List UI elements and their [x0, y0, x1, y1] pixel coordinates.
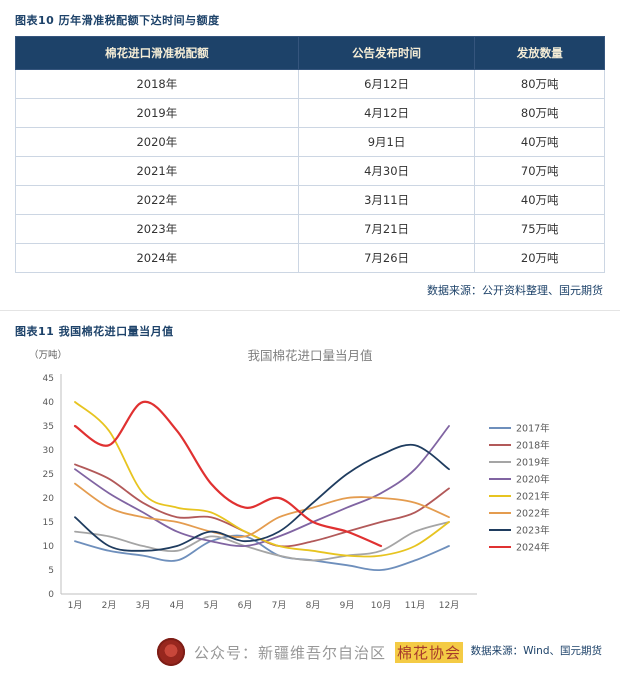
series-line-2024年: [73, 400, 383, 548]
chart-title: 我国棉花进口量当月值: [247, 348, 373, 363]
x-tick-label: 1月: [68, 600, 83, 611]
table-row: 2024年 7月26日 20万吨: [15, 243, 605, 273]
x-tick-label: 8月: [306, 600, 321, 611]
table-row: 2022年 3月11日 40万吨: [15, 185, 605, 215]
figure10-caption: 图表10 历年滑准税配额下达时间与额度: [15, 14, 220, 27]
x-tick-label: 4月: [170, 600, 185, 611]
series-line-2022年: [74, 482, 450, 538]
quota-table: 棉花进口滑准税配额 公告发布时间 发放数量 2018年 6月12日 80万吨 2019年 4…: [15, 36, 605, 273]
y-tick-label: 0: [48, 590, 54, 600]
column-header: 公告发布时间: [297, 36, 476, 70]
x-tick-label: 7月: [272, 600, 287, 611]
page-footer: 数据来源：Wind、国元期货 公众号：新疆维吾尔自治区 棉花协会: [0, 628, 620, 672]
legend-label: 2023年: [516, 525, 550, 537]
table-cell: 20万吨: [474, 243, 605, 273]
legend-label: 2021年: [516, 491, 550, 503]
table-source: 数据来源：公开资料整理、国元期货: [427, 284, 603, 297]
watermark-highlight: 棉花协会: [395, 641, 464, 663]
figure11-caption: 图表11 我国棉花进口量当月值: [15, 325, 174, 338]
table-cell: 2023年: [15, 214, 299, 244]
series-line-2023年: [74, 443, 450, 552]
y-tick-label: 30: [43, 446, 55, 456]
line-chart-svg: 0 5 10 15 20 25 30 35 40 45 1月 2月 3月 4月 5月 6月 7月 8月 9月 10月 1…: [43, 374, 550, 611]
legend-label: 2019年: [516, 457, 550, 469]
table-row: 2019年 4月12日 80万吨: [15, 98, 605, 128]
x-tick-label: 10月: [371, 600, 391, 611]
table-cell: 4月12日: [297, 98, 476, 128]
y-tick-label: 40: [43, 398, 55, 408]
table-cell: 70万吨: [474, 156, 605, 186]
association-logo-icon: [156, 638, 185, 666]
column-header: 发放数量: [474, 36, 605, 70]
section-divider: [0, 310, 620, 311]
x-tick-label: 3月: [136, 600, 151, 611]
quota-table-header: 棉花进口滑准税配额 公告发布时间 发放数量: [15, 36, 605, 70]
x-tick-label: 6月: [238, 600, 253, 611]
series-line-2017年: [74, 534, 450, 571]
series-line-2019年: [74, 521, 450, 562]
table-cell: 6月12日: [297, 69, 476, 99]
table-cell: 3月11日: [297, 185, 476, 215]
x-tick-label: 11月: [405, 600, 425, 611]
table-cell: 2024年: [15, 243, 299, 273]
table-row: 2023年 7月21日 75万吨: [15, 214, 605, 244]
table-cell: 80万吨: [474, 69, 605, 99]
x-tick-label: 12月: [439, 600, 459, 611]
y-tick-label: 15: [43, 518, 54, 528]
x-tick-label: 2月: [102, 600, 117, 611]
series-line-2021年: [74, 401, 450, 558]
import-chart: （万吨） 我国棉花进口量当月值 0 5 10 15 20 25 30 35 40 45 1月 2月 3月…: [15, 345, 605, 628]
table-header-row: 棉花进口滑准税配额 公告发布时间 发放数量: [15, 36, 605, 70]
legend-label: 2017年: [516, 423, 550, 435]
table-row: 2018年 6月12日 80万吨: [15, 69, 605, 99]
table-cell: 4月30日: [297, 156, 476, 186]
legend-label: 2020年: [516, 474, 550, 486]
table-cell: 2022年: [15, 185, 299, 215]
column-header: 棉花进口滑准税配额: [15, 36, 299, 70]
table-cell: 40万吨: [474, 185, 605, 215]
y-axis-label: （万吨）: [29, 350, 68, 361]
watermark: 公众号：新疆维吾尔自治区 棉花协会: [0, 638, 620, 666]
table-cell: 40万吨: [474, 127, 605, 157]
table-row: 2021年 4月30日 70万吨: [15, 156, 605, 186]
table-cell: 7月26日: [297, 243, 476, 273]
series-line-2020年: [74, 425, 450, 548]
y-tick-label: 20: [43, 494, 55, 504]
y-tick-label: 25: [43, 470, 54, 480]
legend-label: 2024年: [516, 542, 550, 554]
table-cell: 2021年: [15, 156, 299, 186]
table-cell: 9月1日: [297, 127, 476, 157]
y-tick-label: 45: [43, 374, 54, 384]
y-tick-label: 5: [48, 566, 54, 576]
x-tick-label: 9月: [340, 600, 355, 611]
table-cell: 2018年: [15, 69, 299, 99]
table-cell: 2020年: [15, 127, 299, 157]
y-tick-label: 35: [43, 422, 54, 432]
legend-label: 2022年: [516, 508, 550, 520]
table-cell: 2019年: [15, 98, 299, 128]
table-cell: 75万吨: [474, 214, 605, 244]
chart-source: 数据来源：Wind、国元期货: [470, 645, 602, 657]
table-cell: 80万吨: [474, 98, 605, 128]
legend-label: 2018年: [516, 440, 550, 452]
table-cell: 7月21日: [297, 214, 476, 244]
x-tick-label: 5月: [204, 600, 219, 611]
table-row: 2020年 9月1日 40万吨: [15, 127, 605, 157]
quota-table-body: 2018年 6月12日 80万吨 2019年 4月12日 80万吨 2020年 9月1日 40万…: [15, 69, 605, 273]
watermark-text: 公众号：新疆维吾尔自治区: [193, 643, 386, 662]
y-tick-label: 10: [43, 542, 55, 552]
